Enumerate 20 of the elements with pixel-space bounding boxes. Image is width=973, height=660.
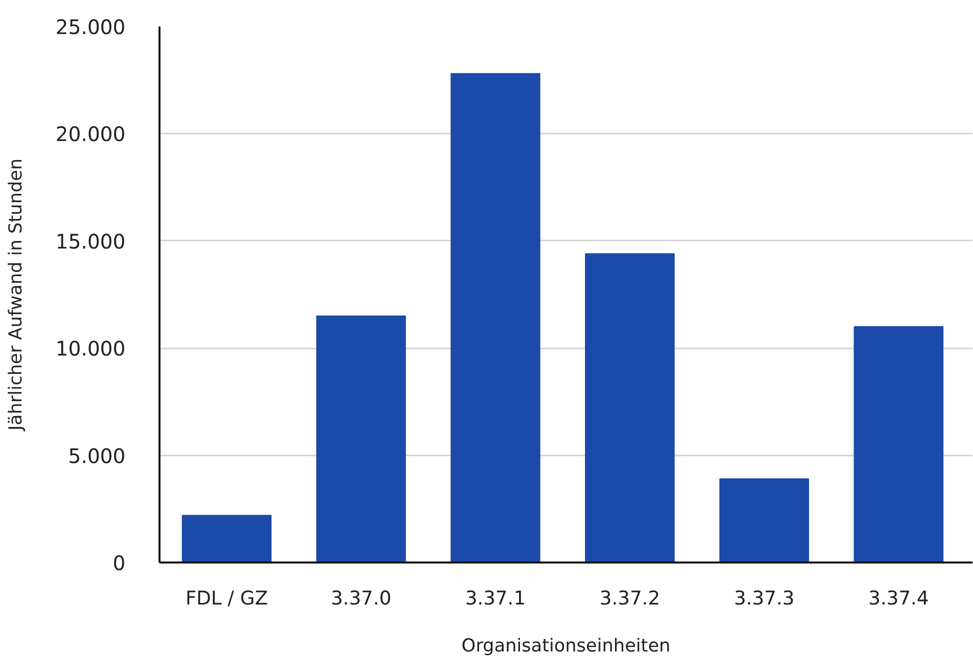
bar [854,326,944,562]
y-tick-label: 5.000 [68,444,126,468]
x-axis-title: Organisationseinheiten [462,636,670,656]
y-tick-label: 15.000 [56,229,126,254]
x-tick-label: 3.37.2 [600,588,660,610]
y-tick-label: 10.000 [56,336,126,361]
bar [719,478,810,562]
y-axis-title: Jährlicher Aufwand in Stunden [6,158,27,432]
x-tick-label: FDL / GZ [186,588,268,610]
bar [450,73,540,562]
bar [182,514,272,562]
x-tick-label: 3.37.3 [734,588,794,610]
y-tick-label: 25.000 [56,15,126,39]
x-tick-label: 3.37.1 [465,588,526,610]
x-tick-label: 3.37.0 [330,588,392,610]
y-tick-label: 20.000 [56,122,126,146]
x-tick-label: 3.37.4 [868,588,929,610]
bar [584,253,675,562]
y-tick-label: 0 [112,551,126,575]
bar [316,315,406,562]
